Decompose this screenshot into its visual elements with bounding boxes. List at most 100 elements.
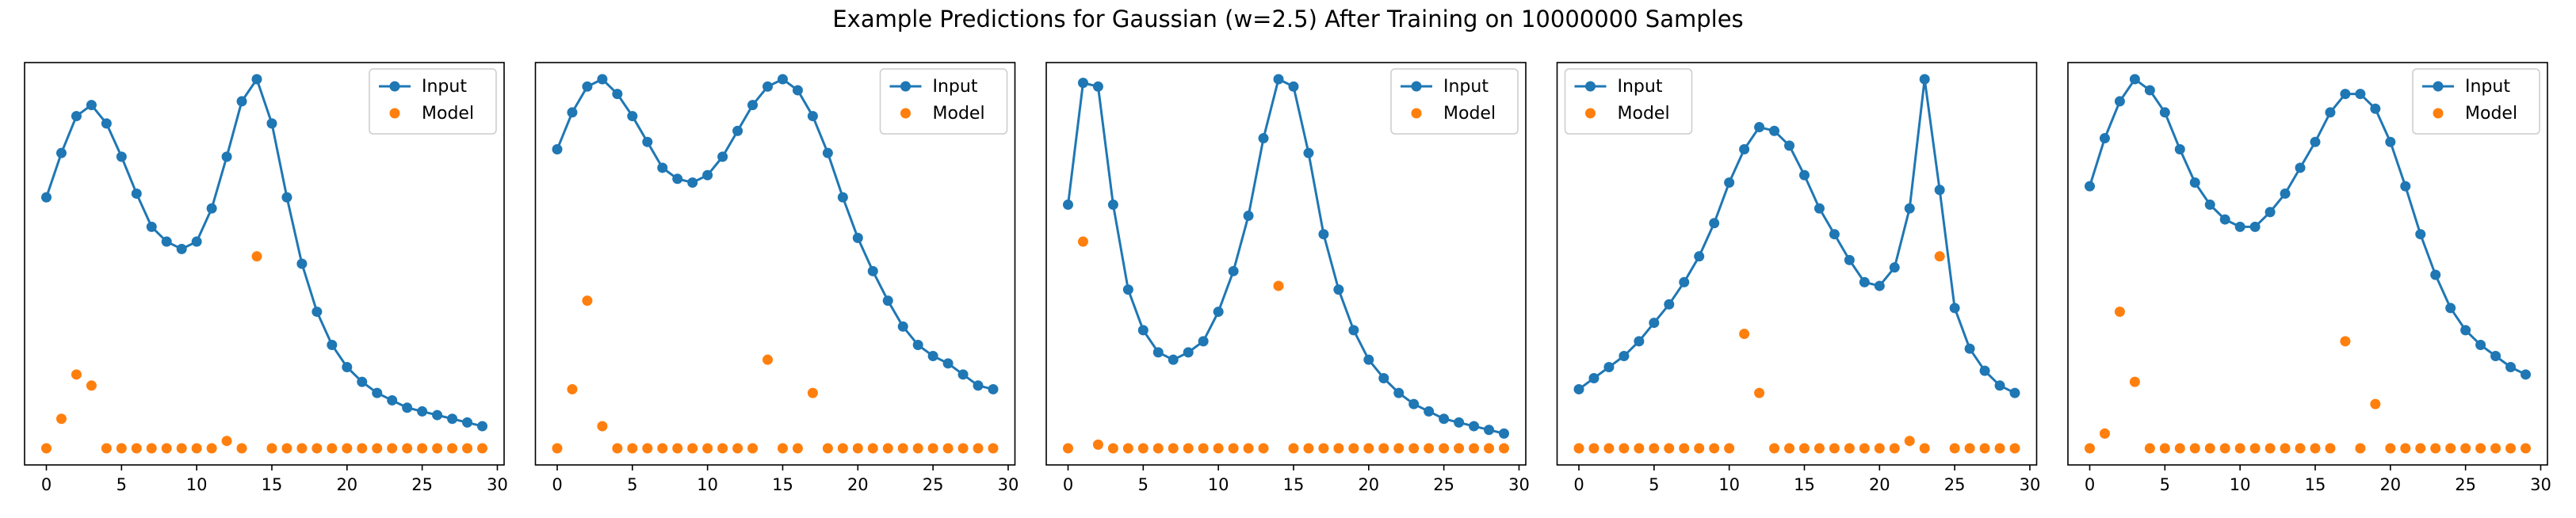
legend-label: Model	[1443, 104, 1496, 124]
data-point	[882, 443, 893, 454]
data-point	[2490, 351, 2501, 362]
x-tick-label: 25	[1944, 475, 1966, 494]
data-point	[897, 321, 908, 332]
data-point	[973, 443, 984, 454]
x-tick-label: 10	[697, 475, 718, 494]
legend-label: Model	[2465, 104, 2517, 124]
data-point	[1408, 398, 1420, 409]
data-point	[1889, 262, 1900, 273]
data-point	[2370, 398, 2381, 409]
data-point	[191, 443, 202, 454]
data-point	[146, 221, 157, 232]
data-point	[1077, 236, 1088, 247]
data-point	[1243, 210, 1254, 221]
data-point	[912, 443, 923, 454]
data-point	[642, 136, 653, 147]
data-point	[1709, 443, 1720, 454]
data-point	[882, 295, 893, 307]
data-point	[1107, 443, 1118, 454]
data-point	[642, 443, 653, 454]
data-point	[2521, 443, 2531, 454]
data-point	[687, 443, 698, 454]
data-point	[1694, 443, 1705, 454]
data-point	[2521, 369, 2531, 380]
data-point	[852, 443, 863, 454]
data-point	[1603, 361, 1615, 372]
data-point	[2219, 443, 2230, 454]
data-point	[1258, 133, 1269, 144]
data-point	[1919, 74, 1930, 85]
x-tick-label: 5	[1138, 475, 1148, 494]
data-point	[2234, 443, 2245, 454]
data-point	[2415, 229, 2426, 240]
data-point	[1934, 251, 1945, 262]
data-point	[2445, 303, 2456, 314]
data-point	[1137, 325, 1148, 336]
x-tick-label: 5	[117, 475, 127, 494]
data-point	[1378, 443, 1389, 454]
data-point	[1273, 280, 1284, 291]
x-tick-label: 20	[336, 475, 357, 494]
data-point	[432, 443, 443, 454]
data-point	[1152, 443, 1164, 454]
data-point	[251, 74, 262, 85]
data-point	[372, 387, 383, 398]
data-point	[1664, 299, 1675, 310]
legend-label: Input	[933, 77, 978, 97]
data-point	[417, 443, 428, 454]
data-point	[1679, 276, 1690, 288]
data-point	[1664, 443, 1675, 454]
data-point	[597, 421, 608, 432]
data-point	[251, 251, 262, 262]
data-point	[792, 443, 803, 454]
data-point	[2340, 336, 2351, 347]
data-point	[266, 443, 277, 454]
data-point	[988, 383, 999, 394]
data-point	[1649, 443, 1660, 454]
x-tick-label: 0	[1063, 475, 1073, 494]
data-point	[582, 81, 593, 92]
data-point	[2085, 443, 2095, 454]
legend-label: Input	[422, 77, 467, 97]
data-point	[221, 436, 232, 447]
legend-label: Model	[422, 104, 474, 124]
data-point	[357, 376, 368, 387]
data-point	[2505, 361, 2517, 372]
data-point	[71, 369, 82, 380]
data-point	[2430, 269, 2441, 280]
data-point	[2415, 443, 2426, 454]
data-point	[2280, 188, 2291, 199]
data-point	[447, 443, 458, 454]
data-point	[236, 96, 247, 107]
x-tick-label: 0	[552, 475, 562, 494]
x-tick-label: 5	[1649, 475, 1659, 494]
data-point	[1393, 387, 1405, 398]
data-point	[942, 443, 954, 454]
data-point	[296, 258, 308, 269]
data-point	[2490, 443, 2501, 454]
data-point	[1814, 203, 1825, 214]
data-point	[191, 236, 202, 247]
data-point	[1454, 417, 1465, 428]
data-point	[2445, 443, 2456, 454]
data-point	[1709, 218, 1720, 229]
data-point	[627, 443, 638, 454]
data-point	[311, 443, 323, 454]
data-point	[1499, 443, 1509, 454]
data-point	[957, 369, 969, 380]
data-point	[206, 443, 217, 454]
data-point	[1424, 443, 1435, 454]
data-point	[101, 118, 112, 129]
data-point	[2144, 443, 2155, 454]
data-point	[1979, 443, 1990, 454]
x-tick-label: 25	[1433, 475, 1454, 494]
data-point	[1724, 177, 1735, 188]
data-point	[1439, 413, 1450, 425]
data-point	[2325, 107, 2336, 118]
data-point	[161, 236, 172, 247]
data-point	[146, 443, 157, 454]
subplot: 0 5 10 15 20 25 30 Input Model	[24, 62, 508, 494]
x-tick-label: 25	[923, 475, 944, 494]
data-point	[1092, 439, 1103, 450]
data-point	[1168, 443, 1179, 454]
